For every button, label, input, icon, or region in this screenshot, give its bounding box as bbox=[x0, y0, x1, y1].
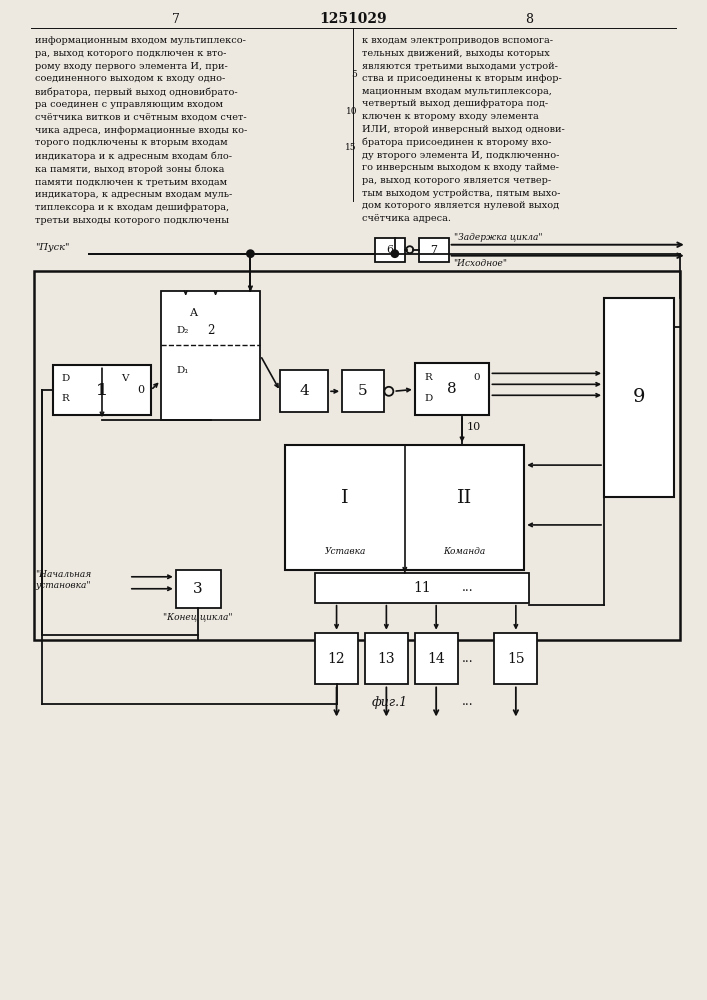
Bar bbox=[365, 633, 408, 684]
Text: D: D bbox=[425, 394, 433, 403]
Text: 13: 13 bbox=[378, 652, 395, 666]
Text: D₁: D₁ bbox=[177, 366, 189, 375]
Text: "Задержка цикла": "Задержка цикла" bbox=[454, 233, 542, 242]
Text: Команда: Команда bbox=[443, 547, 486, 556]
Text: Уставка: Уставка bbox=[325, 547, 366, 556]
Bar bbox=[176, 570, 221, 608]
Text: D₂: D₂ bbox=[177, 326, 189, 335]
Text: 1251029: 1251029 bbox=[319, 12, 387, 26]
Text: 10: 10 bbox=[346, 107, 357, 116]
Bar bbox=[34, 271, 679, 640]
Text: 7: 7 bbox=[172, 13, 180, 26]
Text: I: I bbox=[341, 489, 349, 507]
Text: R: R bbox=[62, 394, 69, 403]
Bar bbox=[604, 298, 674, 497]
Text: "Начальная
установка": "Начальная установка" bbox=[35, 570, 91, 590]
Bar bbox=[415, 363, 489, 415]
Text: A: A bbox=[189, 308, 197, 318]
Text: 14: 14 bbox=[427, 652, 445, 666]
Text: 6: 6 bbox=[386, 245, 393, 255]
Text: 8: 8 bbox=[525, 13, 533, 26]
Text: 10: 10 bbox=[467, 422, 481, 432]
Text: фиг.1: фиг.1 bbox=[372, 696, 408, 709]
Text: II: II bbox=[457, 489, 472, 507]
Bar bbox=[342, 370, 384, 412]
Text: 1: 1 bbox=[96, 382, 107, 399]
Text: 5: 5 bbox=[351, 70, 357, 79]
Text: R: R bbox=[425, 373, 433, 382]
Text: "Пуск": "Пуск" bbox=[35, 243, 70, 252]
Text: 5: 5 bbox=[358, 384, 368, 398]
Text: 2: 2 bbox=[207, 324, 214, 337]
Text: ...: ... bbox=[462, 652, 474, 665]
Text: 15: 15 bbox=[345, 143, 357, 152]
Circle shape bbox=[392, 250, 398, 257]
Text: 8: 8 bbox=[448, 382, 457, 396]
Bar bbox=[160, 291, 260, 420]
Text: D: D bbox=[61, 374, 69, 383]
Text: "Исходное": "Исходное" bbox=[454, 259, 508, 268]
Text: 0: 0 bbox=[137, 385, 144, 395]
Text: 4: 4 bbox=[299, 384, 309, 398]
Bar bbox=[53, 365, 151, 415]
Bar bbox=[415, 633, 457, 684]
Text: к входам электроприводов вспомога-
тельных движений, выходы которых
являются тре: к входам электроприводов вспомога- тельн… bbox=[362, 36, 565, 223]
Bar bbox=[419, 238, 449, 262]
Text: 9: 9 bbox=[633, 388, 645, 406]
Text: 7: 7 bbox=[430, 245, 437, 255]
Circle shape bbox=[247, 250, 254, 257]
Text: 3: 3 bbox=[193, 582, 203, 596]
Text: информационным входом мультиплексо-
ра, выход которого подключен к вто-
рому вхо: информационным входом мультиплексо- ра, … bbox=[35, 36, 247, 225]
Text: "Конец цикла": "Конец цикла" bbox=[163, 612, 233, 621]
Bar bbox=[315, 633, 358, 684]
Text: 11: 11 bbox=[414, 581, 431, 595]
Text: 15: 15 bbox=[507, 652, 525, 666]
Text: V: V bbox=[121, 374, 129, 383]
Text: ...: ... bbox=[462, 695, 474, 708]
Bar bbox=[285, 445, 525, 570]
Text: ...: ... bbox=[462, 581, 474, 594]
Bar bbox=[494, 633, 537, 684]
Text: 0: 0 bbox=[473, 373, 480, 382]
Bar bbox=[280, 370, 328, 412]
Text: 12: 12 bbox=[328, 652, 346, 666]
Bar bbox=[315, 573, 530, 603]
Bar bbox=[375, 238, 405, 262]
